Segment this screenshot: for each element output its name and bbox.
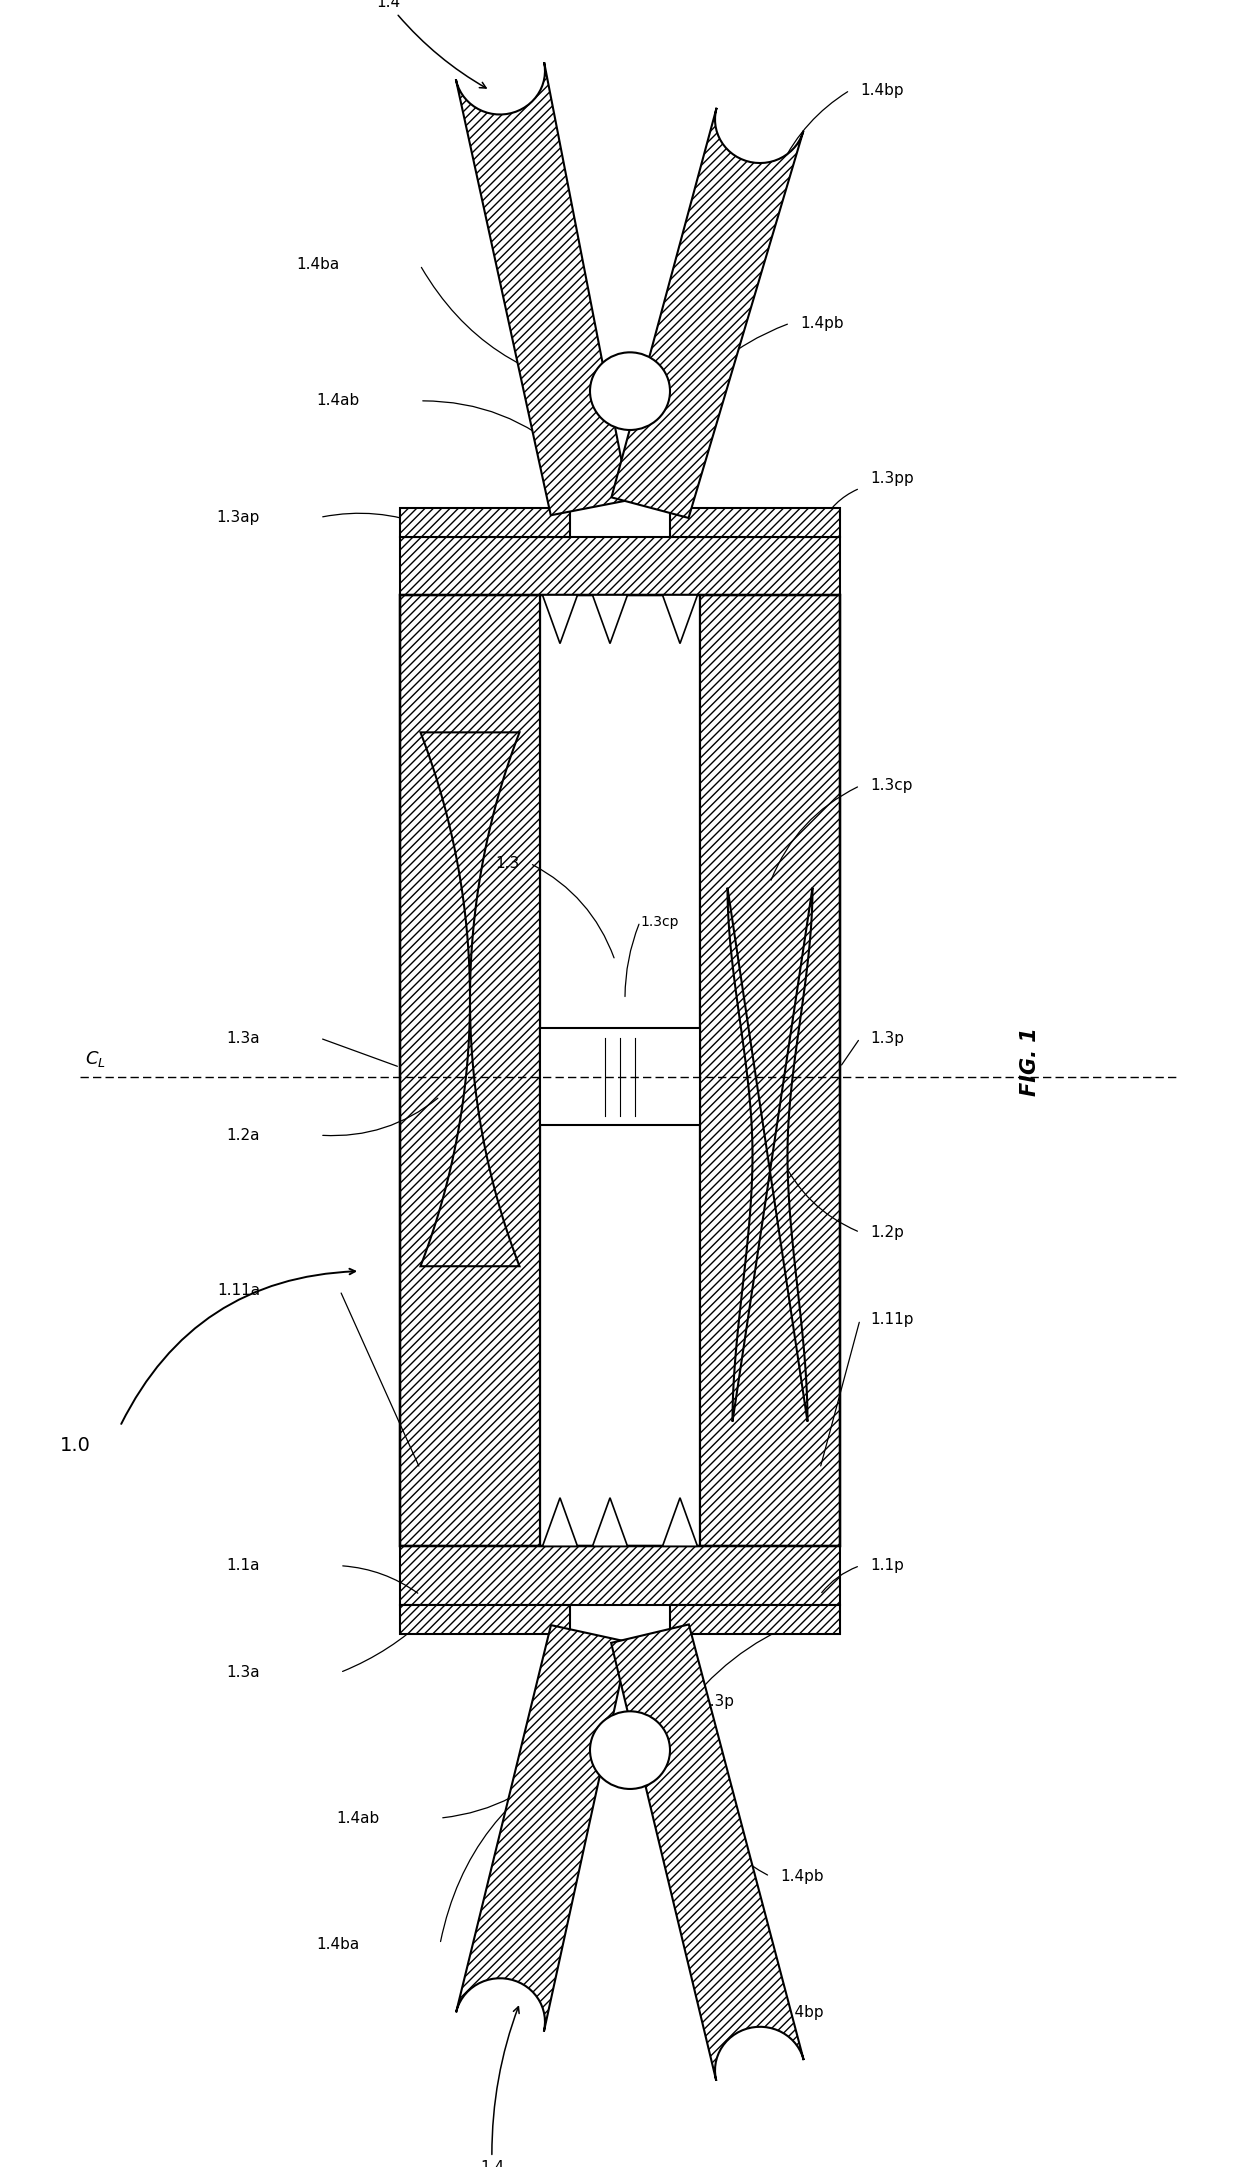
Polygon shape [670, 1604, 839, 1634]
Text: 1.0: 1.0 [60, 1437, 91, 1456]
Circle shape [590, 353, 670, 429]
Text: 1.4: 1.4 [376, 0, 486, 89]
Polygon shape [456, 1625, 629, 2030]
Polygon shape [420, 732, 520, 1266]
Bar [401, 596, 839, 1547]
Circle shape [590, 1712, 670, 1790]
Text: 1.4ab: 1.4ab [316, 394, 360, 407]
Bar [539, 1029, 701, 1125]
Polygon shape [611, 1625, 804, 2080]
Text: FIG. 1: FIG. 1 [1021, 1027, 1040, 1097]
Polygon shape [456, 63, 629, 516]
Polygon shape [611, 108, 804, 518]
Text: 1.2p: 1.2p [870, 1224, 904, 1240]
Bar [539, 596, 701, 1547]
Bar [401, 537, 839, 596]
Text: 1.3a: 1.3a [227, 1031, 260, 1047]
Text: 1.3a: 1.3a [227, 1664, 260, 1679]
Text: 1.3: 1.3 [496, 856, 520, 871]
Text: $C_L$: $C_L$ [86, 1049, 105, 1068]
Polygon shape [593, 1497, 627, 1547]
Polygon shape [593, 596, 627, 644]
Polygon shape [543, 1497, 578, 1547]
Text: 1.3pp: 1.3pp [870, 470, 914, 485]
Bar [701, 596, 839, 1547]
Text: 1.1p: 1.1p [870, 1558, 904, 1573]
Text: 1.11a: 1.11a [217, 1283, 260, 1298]
Text: 1.4ba: 1.4ba [316, 1937, 360, 1952]
Text: 1.4pb: 1.4pb [780, 1868, 823, 1883]
Polygon shape [662, 1497, 697, 1547]
Text: 1.3cp: 1.3cp [640, 914, 678, 930]
Polygon shape [670, 507, 839, 537]
Bar [401, 596, 539, 1547]
Text: 1.2a: 1.2a [227, 1127, 260, 1142]
Polygon shape [543, 596, 578, 644]
Text: 1.3ap: 1.3ap [217, 509, 260, 524]
Text: 1.4bp: 1.4bp [861, 82, 904, 98]
Bar [401, 1547, 839, 1604]
Polygon shape [401, 507, 570, 537]
Polygon shape [662, 596, 697, 644]
Text: 1.4bp: 1.4bp [780, 2004, 823, 2020]
Text: 1.1a: 1.1a [227, 1558, 260, 1573]
Text: 1.3p: 1.3p [701, 1695, 734, 1710]
Text: 1.4: 1.4 [480, 2007, 520, 2167]
Polygon shape [401, 1604, 570, 1634]
Text: 1.4ba: 1.4ba [296, 258, 340, 273]
Polygon shape [728, 888, 812, 1422]
Text: 1.3cp: 1.3cp [870, 778, 913, 793]
Text: 1.3p: 1.3p [870, 1031, 904, 1047]
Text: 1.4pb: 1.4pb [800, 316, 843, 332]
Text: 1.11p: 1.11p [870, 1313, 914, 1326]
Text: 1.4ab: 1.4ab [337, 1812, 379, 1825]
